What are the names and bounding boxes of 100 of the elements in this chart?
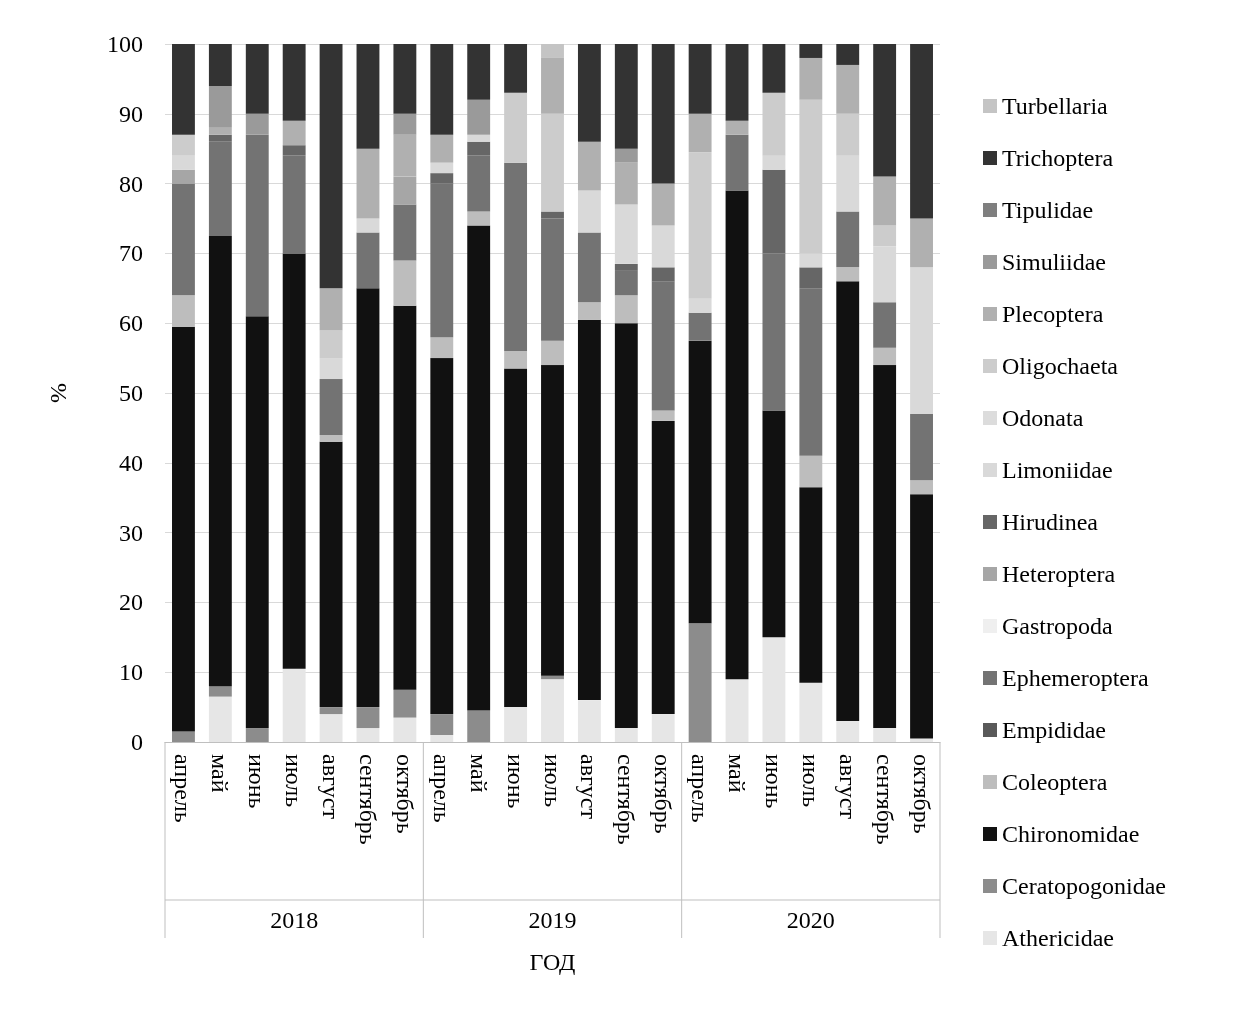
bar [319,288,343,331]
x-tick-label: август [318,754,345,820]
bar [873,44,897,177]
bar [799,455,823,488]
bar [319,707,343,715]
bar [467,225,491,711]
bar [356,707,380,729]
x-tick-label: август [834,754,861,820]
y-tick-label: 0 [131,729,143,755]
bar [430,735,454,742]
x-tick-label: июнь [760,754,787,809]
bar [688,44,712,114]
bar [208,85,232,128]
bar [319,441,343,708]
bar [614,44,638,149]
bar [208,44,232,86]
bar [799,288,823,456]
bar [467,134,491,142]
bar [799,487,823,683]
bar [651,44,675,184]
bar [245,134,269,317]
bar [910,44,933,219]
bar [873,225,897,247]
bar [467,710,491,742]
bar [762,44,786,93]
bar [725,44,749,121]
bar [577,44,601,142]
bar [430,337,454,359]
bar [541,211,564,219]
bar [504,368,528,708]
legend-label: Hirudinea [1002,509,1099,535]
bar [651,281,675,411]
bar [762,169,786,254]
bar [577,141,601,191]
legend-label: Trichoptera [1002,145,1114,171]
x-tick-label: июнь [244,754,271,809]
x-tick-label: август [576,754,603,820]
bar [577,700,601,742]
bar [430,173,454,184]
bar [725,190,749,680]
y-tick-label: 30 [119,519,143,546]
legend-label: Simuliidae [1002,249,1106,275]
bar [504,351,528,369]
bar [172,326,195,732]
y-tick-label: 80 [119,170,143,197]
bar [541,218,564,341]
y-tick-label: 100 [107,31,143,57]
bar [319,379,343,435]
bar [762,253,786,411]
bar [430,183,454,338]
bar [651,267,675,282]
bar [688,298,712,313]
y-tick-label: 90 [119,100,143,127]
bar [836,64,860,114]
bar [799,57,823,100]
bar [393,689,417,718]
y-tick-label: 50 [119,380,143,406]
bar [467,99,491,135]
bar [614,323,638,729]
bar [541,113,564,212]
y-tick-label: 40 [119,449,143,476]
bar [541,365,564,676]
legend-label: Empididae [1002,717,1106,743]
bar [504,44,528,93]
bar [172,731,195,742]
bar [430,714,454,736]
bar [725,679,749,742]
bar [577,232,601,303]
bar [356,232,380,289]
bar [393,260,417,306]
legend-label: Limoniidae [1002,457,1113,483]
bar [172,295,195,327]
bar [319,44,343,289]
bar [319,330,343,359]
bar [873,365,897,729]
y-axis-title: % [45,383,71,403]
legend-label: Ephemeroptera [1002,665,1149,691]
legend-label: Heteroptera [1002,561,1116,587]
bar [467,155,491,212]
bar [245,316,269,729]
bar [836,113,860,156]
bar [910,218,933,268]
x-tick-label: июнь [502,754,529,809]
bar [762,155,786,170]
x-tick-label: май [465,754,492,793]
bar [504,162,528,352]
bar [282,44,306,121]
bar [467,44,491,100]
y-tick-label: 10 [119,659,143,686]
bar [356,148,380,219]
bar [762,92,786,156]
bar [614,295,638,324]
x-tick-label: май [724,754,751,793]
bar [393,113,417,135]
bar [172,134,195,156]
bar [208,127,232,135]
x-tick-label: май [207,754,234,793]
y-tick-label: 60 [119,310,143,337]
bar [688,312,712,341]
bar [725,134,749,191]
